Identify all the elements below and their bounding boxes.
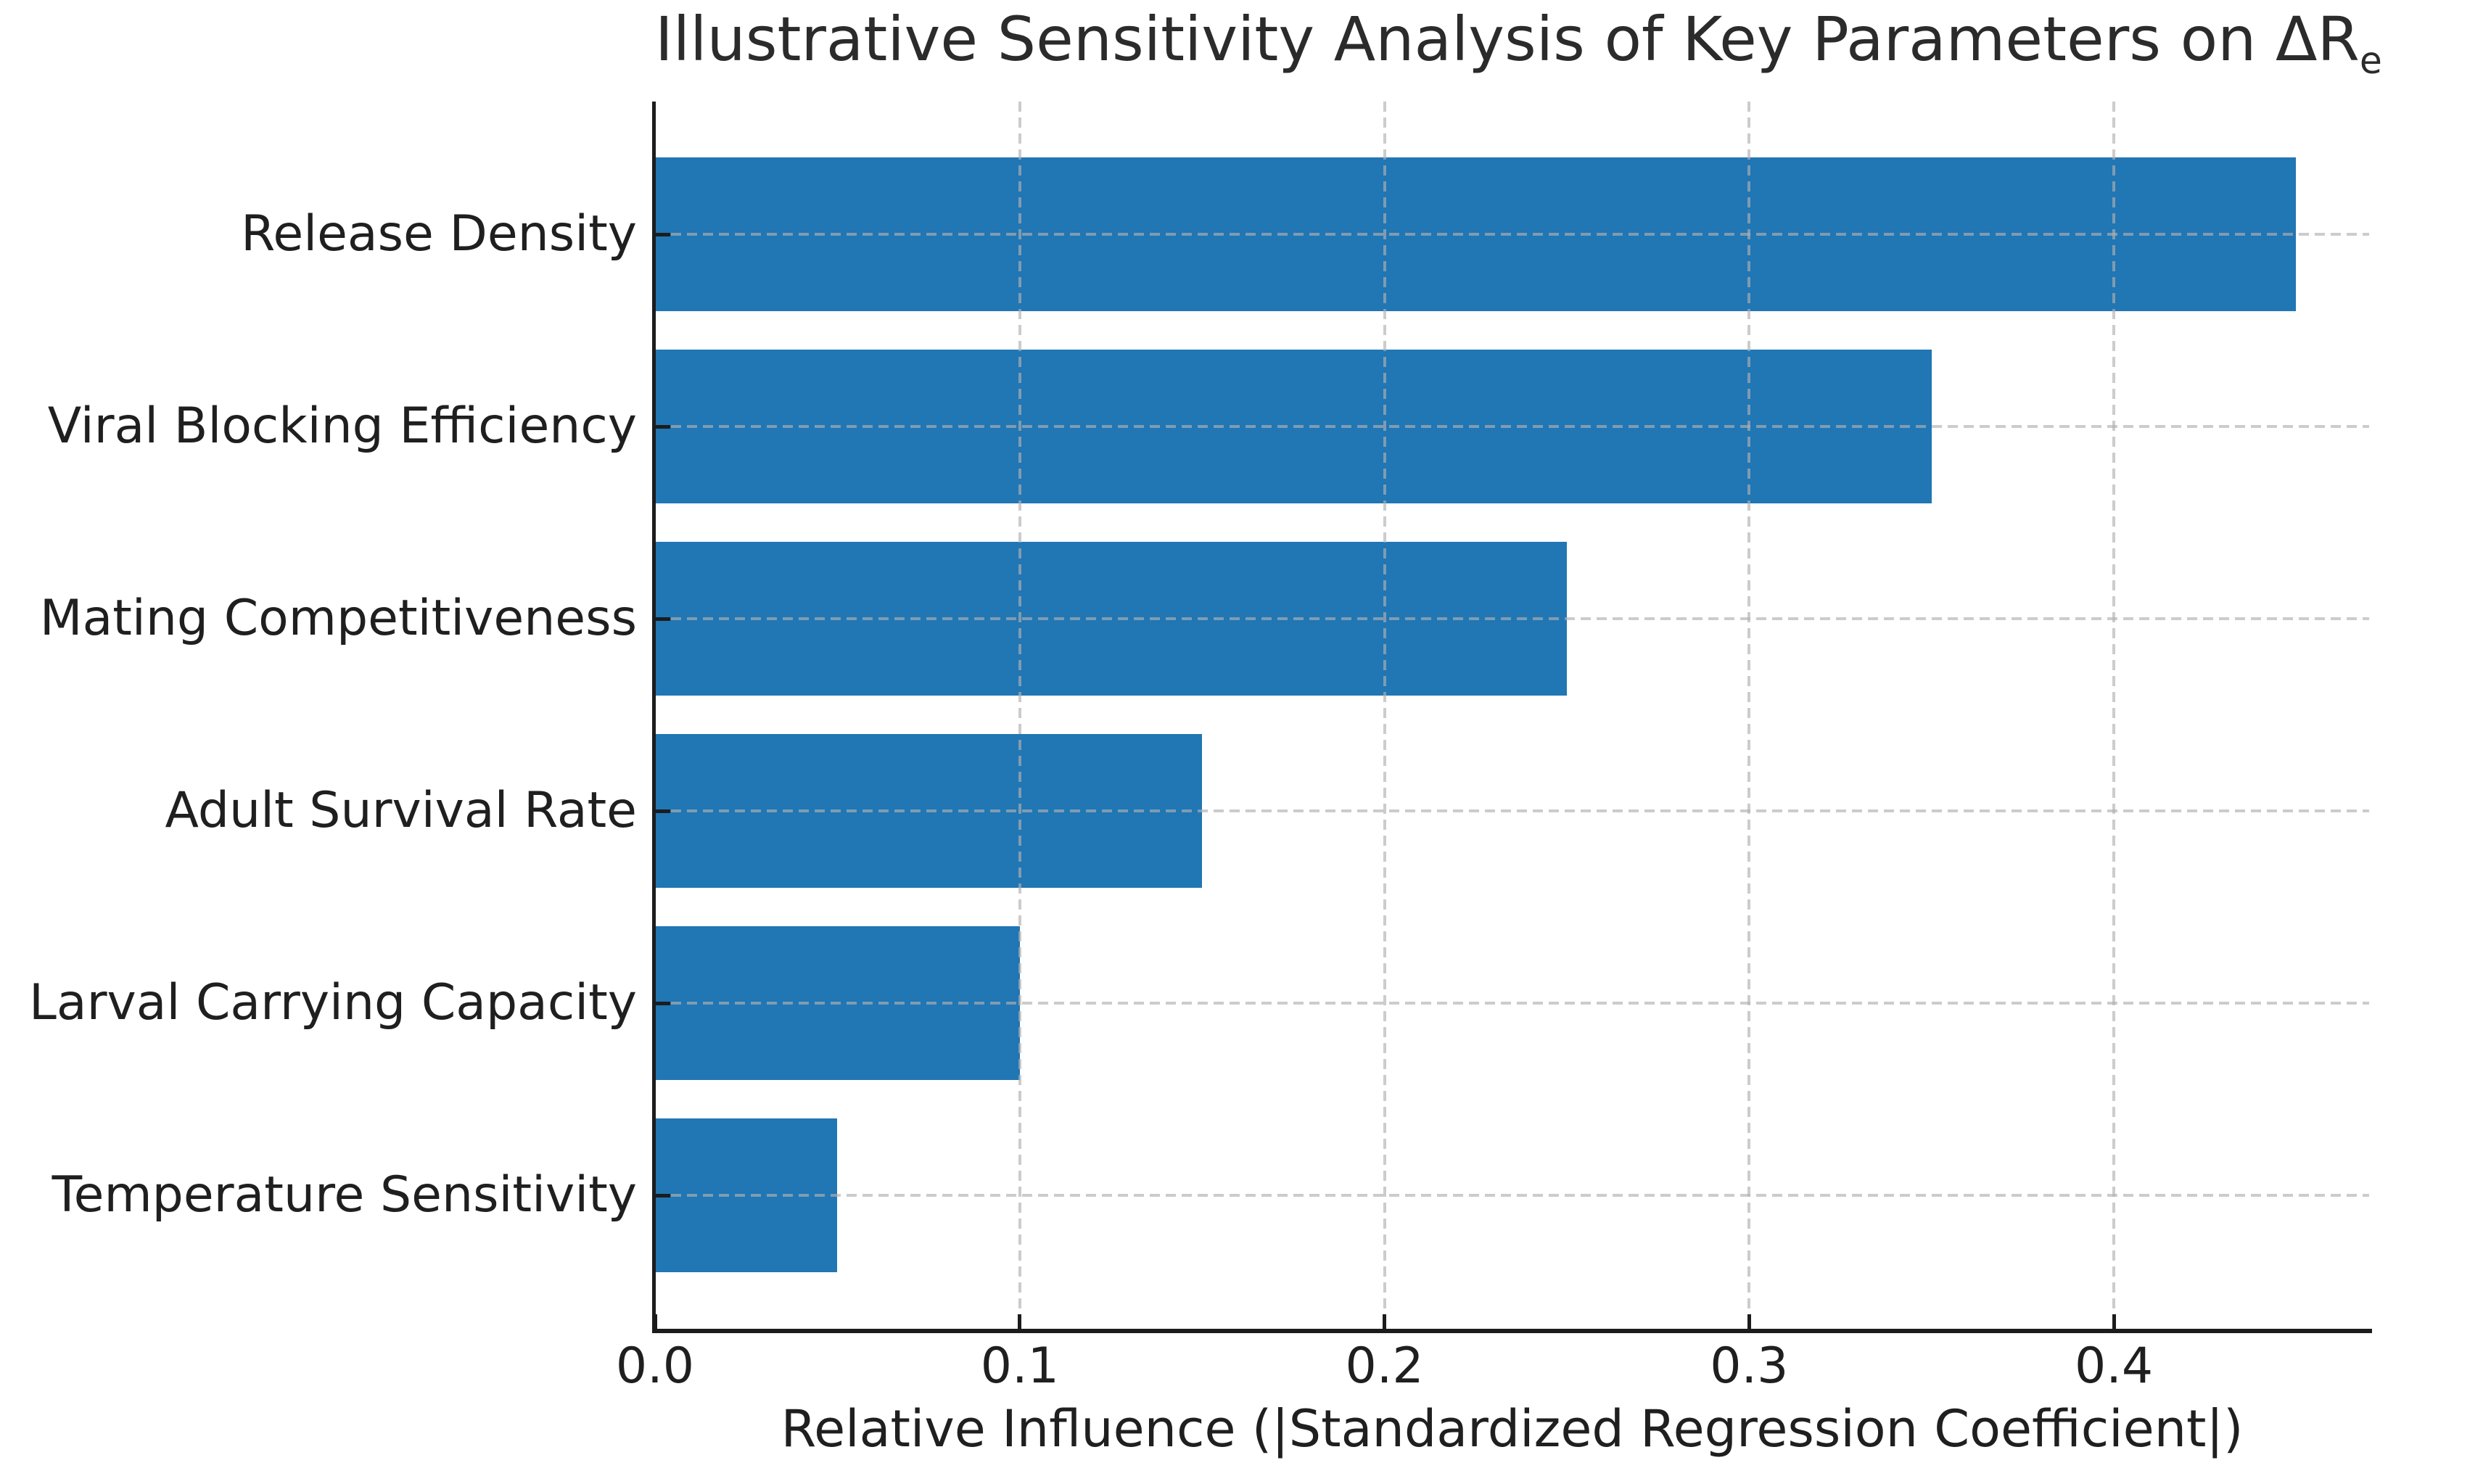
vertical-gridline: [1383, 102, 1386, 1329]
x-axis-spine: [652, 1329, 2372, 1333]
x-tick-label: 0.3: [1710, 1337, 1789, 1395]
y-axis-label: Viral Blocking Efficiency: [47, 397, 637, 455]
y-axis-tick: [656, 617, 670, 621]
x-axis-tick: [2112, 1314, 2116, 1329]
y-axis-label: Larval Carrying Capacity: [29, 974, 637, 1031]
x-tick-label: 0.0: [615, 1337, 695, 1395]
chart-title: Illustrative Sensitivity Analysis of Key…: [655, 1, 2382, 82]
y-axis-label: Temperature Sensitivity: [52, 1166, 637, 1224]
y-axis-label: Release Density: [241, 205, 637, 263]
horizontal-gridline: [655, 617, 2369, 620]
x-tick-label: 0.2: [1345, 1337, 1424, 1395]
y-axis-tick: [656, 1193, 670, 1197]
horizontal-gridline: [655, 1194, 2369, 1197]
vertical-gridline: [1018, 102, 1021, 1329]
horizontal-gridline: [655, 1002, 2369, 1005]
horizontal-gridline: [655, 425, 2369, 428]
chart-title-subscript: e: [2359, 38, 2382, 82]
y-axis-tick: [656, 809, 670, 813]
x-tick-label: 0.1: [980, 1337, 1059, 1395]
y-axis-label: Adult Survival Rate: [165, 782, 637, 839]
y-axis-label: Mating Competitiveness: [39, 590, 637, 647]
y-axis-tick: [656, 232, 670, 236]
x-axis-tick: [1383, 1314, 1387, 1329]
y-axis-spine: [652, 102, 656, 1333]
x-axis-tick: [1747, 1314, 1751, 1329]
chart-title-text: Illustrative Sensitivity Analysis of Key…: [655, 4, 2360, 75]
x-axis-tick: [1018, 1314, 1022, 1329]
x-axis-tick: [653, 1314, 657, 1329]
horizontal-gridline: [655, 809, 2369, 812]
y-axis-tick: [656, 1001, 670, 1005]
x-tick-label: 0.4: [2074, 1337, 2154, 1395]
x-axis-title: Relative Influence (|Standardized Regres…: [781, 1399, 2244, 1459]
y-axis-tick: [656, 424, 670, 429]
horizontal-gridline: [655, 233, 2369, 236]
vertical-gridline: [1747, 102, 1751, 1329]
vertical-gridline: [2112, 102, 2116, 1329]
